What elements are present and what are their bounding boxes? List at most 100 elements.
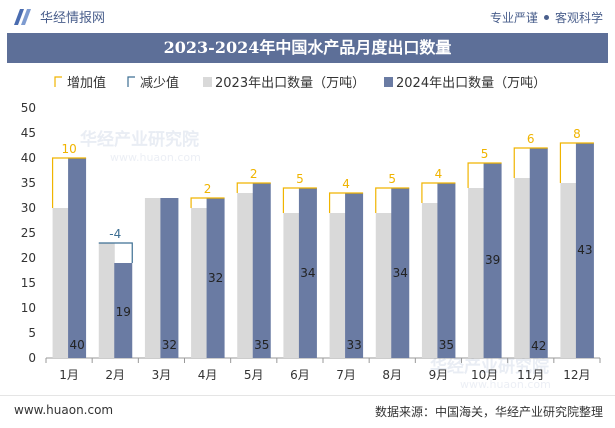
bar-2024 — [483, 163, 502, 358]
bar-2023 — [237, 193, 254, 358]
bar-2023 — [560, 183, 577, 358]
increase-label: 2 — [250, 167, 258, 181]
y-tick-label: 45 — [21, 126, 36, 140]
increase-bracket — [236, 182, 271, 193]
bar-2024 — [298, 188, 317, 358]
bar-2024 — [252, 183, 271, 358]
bar-2024-value-label: 40 — [69, 338, 84, 352]
x-tick-label: 1月 — [59, 368, 79, 382]
data-labels: 10 40 -4 19 32 2 32 2 35 5 34 4 33 5 34 4 35 5 39 6 42 8 43 — [51, 127, 594, 353]
y-tick-label: 5 — [28, 326, 36, 340]
slogan: 专业严谨 客观科学 — [490, 9, 603, 26]
bar-2023 — [329, 213, 346, 358]
bar-2024 — [160, 198, 179, 358]
bar-2023 — [375, 213, 392, 358]
increase-bracket — [421, 182, 456, 203]
increase-label: 4 — [435, 167, 443, 181]
slogan-dot-icon — [543, 15, 549, 20]
legend-2024-label: 2024年出口数量（万吨） — [396, 76, 546, 91]
footer: www.huaon.com 数据来源：中国海关，华经产业研究院整理 — [0, 395, 615, 428]
increase-label: 5 — [481, 147, 489, 161]
increase-bracket — [328, 192, 364, 213]
decrease-label: -4 — [109, 227, 121, 241]
legend-2024-swatch — [384, 77, 393, 87]
y-tick-label: 35 — [21, 176, 36, 190]
x-tick-label: 6月 — [290, 368, 310, 382]
bar-2024 — [575, 143, 594, 358]
increase-label: 5 — [388, 172, 396, 186]
bar-2023 — [468, 188, 485, 358]
bar-2024 — [68, 158, 87, 358]
bar-2024-value-label: 34 — [300, 266, 315, 280]
increase-bracket — [51, 157, 87, 208]
footer-website[interactable]: www.huaon.com — [14, 403, 114, 417]
watermark-url: www.huaon.com — [110, 151, 201, 164]
bar-2024-value-label: 19 — [116, 305, 131, 319]
bar-2024-value-label: 35 — [439, 338, 454, 352]
y-tick-label: 15 — [21, 276, 36, 290]
bar-chart: 华经产业研究院www.huaon.com华经产业研究院www.huaon.com… — [21, 75, 601, 391]
increase-label: 10 — [61, 142, 76, 156]
bar-2024 — [206, 198, 225, 358]
bar-2023 — [421, 203, 438, 358]
bar-2024-value-label: 33 — [346, 338, 361, 352]
x-tick-label: 8月 — [382, 368, 402, 382]
x-tick-label: 11月 — [517, 368, 544, 382]
bars — [52, 143, 594, 358]
legend-increase-swatch — [54, 76, 62, 87]
slogan-left: 专业严谨 — [489, 11, 538, 25]
y-tick-label: 20 — [21, 251, 36, 265]
y-tick-label: 25 — [21, 226, 36, 240]
legend: 增加值 减少值 2023年出口数量（万吨） 2024年出口数量（万吨） — [54, 75, 546, 91]
bar-2023 — [514, 178, 531, 358]
x-tick-label: 4月 — [198, 368, 218, 382]
x-tick-label: 10月 — [471, 368, 498, 382]
bar-2023 — [144, 198, 161, 358]
bar-2024-value-label: 32 — [162, 338, 177, 352]
increase-bracket — [375, 187, 410, 213]
increase-bracket — [282, 187, 317, 213]
footer-source: 数据来源：中国海关，华经产业研究院整理 — [374, 405, 603, 419]
bar-2024 — [114, 263, 133, 358]
increase-label: 8 — [573, 127, 581, 141]
bar-2024 — [391, 188, 410, 358]
watermark-text: 华经产业研究院 — [80, 129, 199, 150]
x-tick-label: 12月 — [563, 368, 590, 382]
bar-2024-value-label: 39 — [485, 253, 500, 267]
watermark-url: www.huaon.com — [460, 378, 551, 391]
increase-label: 6 — [527, 132, 535, 146]
legend-decrease-label: 减少值 — [140, 75, 179, 91]
bar-2024 — [437, 183, 456, 358]
bar-2023 — [191, 208, 208, 358]
decrease-bracket — [98, 242, 133, 263]
bar-2024-value-label: 35 — [254, 338, 269, 352]
bar-2024 — [529, 148, 548, 358]
y-tick-label: 0 — [28, 351, 36, 365]
increase-bracket — [467, 162, 502, 188]
x-tick-label: 3月 — [152, 368, 172, 382]
bar-2023 — [52, 208, 69, 358]
increase-bracket — [513, 147, 548, 178]
top-bar: 华经情报网 专业严谨 客观科学 — [0, 0, 615, 34]
bar-2024-value-label: 34 — [393, 266, 408, 280]
legend-2023-swatch — [203, 77, 212, 87]
brand-logo-icon — [14, 8, 31, 25]
slogan-right: 客观科学 — [554, 11, 603, 25]
increase-bracket — [190, 197, 225, 208]
bar-2024-value-label: 43 — [577, 243, 592, 257]
x-tick-label: 2月 — [105, 368, 125, 382]
legend-increase-label: 增加值 — [67, 75, 106, 91]
x-tick-label: 9月 — [429, 368, 449, 382]
increase-bracket — [559, 142, 594, 183]
x-tick-label: 7月 — [336, 368, 356, 382]
x-tick-label: 5月 — [244, 368, 264, 382]
legend-decrease-swatch — [127, 76, 135, 87]
bar-2023 — [98, 243, 115, 358]
y-tick-label: 10 — [21, 301, 36, 315]
bar-2024 — [345, 193, 364, 358]
brand[interactable]: 华经情报网 — [14, 7, 105, 26]
bar-2024-value-label: 42 — [531, 339, 546, 353]
increase-label: 2 — [204, 182, 212, 196]
y-tick-label: 50 — [21, 101, 36, 115]
